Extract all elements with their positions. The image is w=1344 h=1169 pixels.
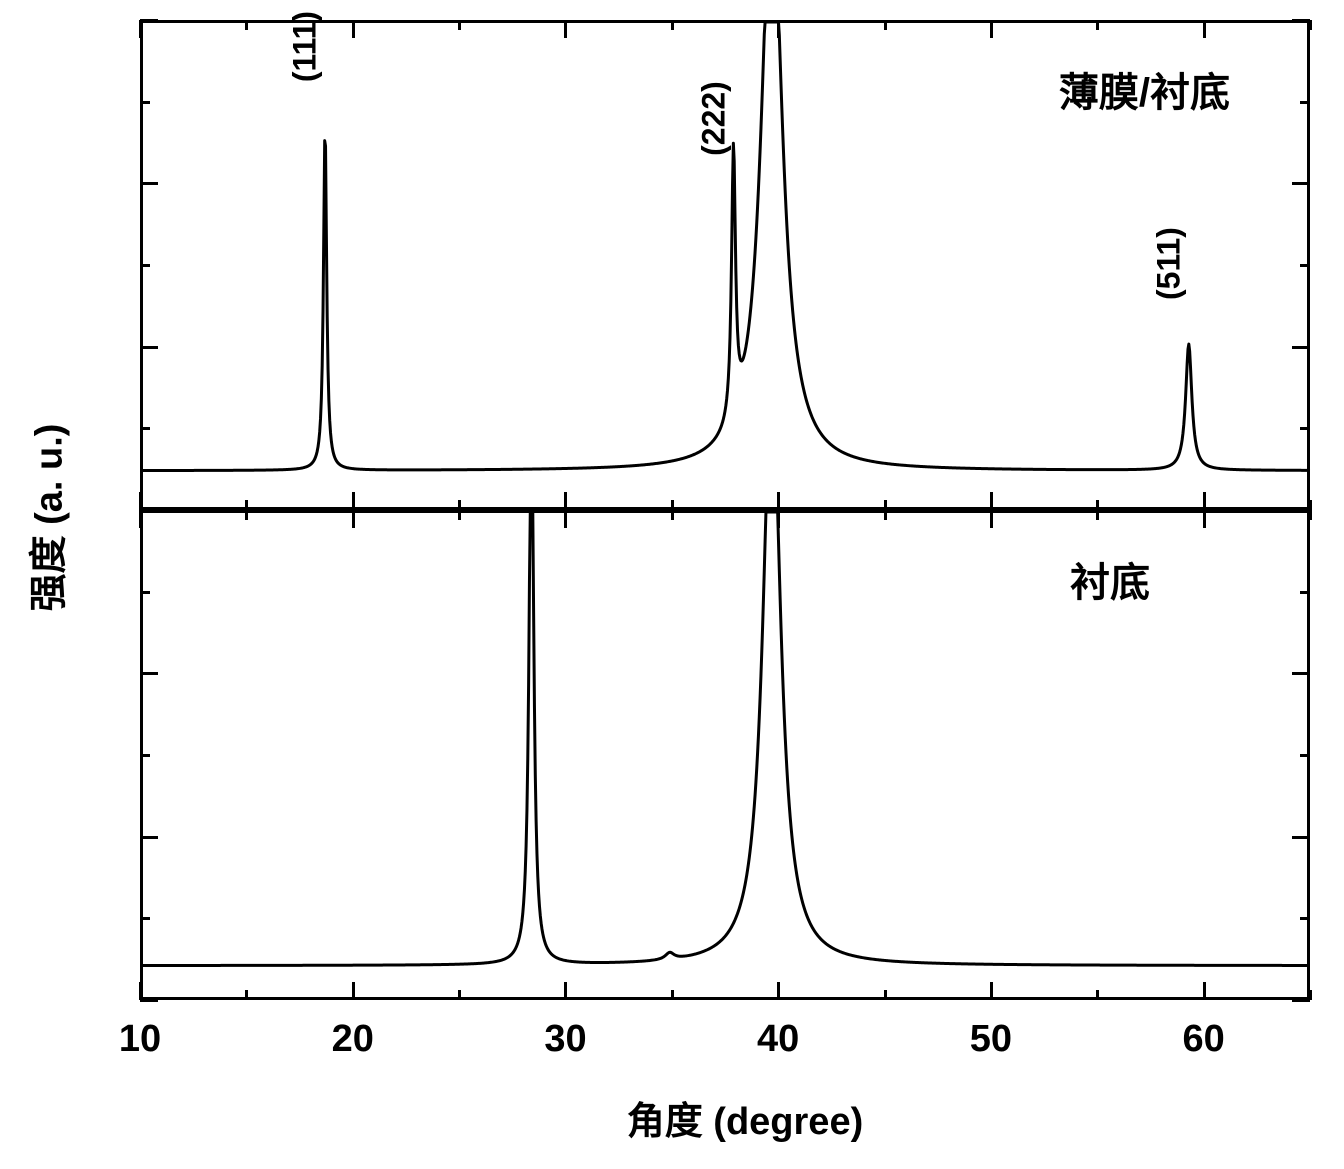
x-tick-label: 30 [525, 1018, 605, 1061]
x-tick-label: 10 [100, 1018, 180, 1061]
panel-top: 薄膜/衬底(111)(222)(511) [140, 20, 1310, 510]
peak-label: (511) [1150, 208, 1187, 318]
panel-bottom: 衬底 [140, 510, 1310, 1000]
xrd-figure: 强度 (a. u.) 角度 (degree) 薄膜/衬底(111)(222)(5… [0, 0, 1344, 1169]
x-tick-label: 60 [1164, 1018, 1244, 1061]
x-tick-label: 50 [951, 1018, 1031, 1061]
y-axis-label: 强度 (a. u.) [18, 368, 73, 668]
peak-label: (111) [287, 0, 324, 102]
x-axis-label: 角度 (degree) [555, 1090, 935, 1145]
x-tick-label: 40 [738, 1018, 818, 1061]
xrd-curve [140, 510, 1310, 1000]
peak-label: (222) [695, 64, 732, 174]
x-tick-label: 20 [313, 1018, 393, 1061]
